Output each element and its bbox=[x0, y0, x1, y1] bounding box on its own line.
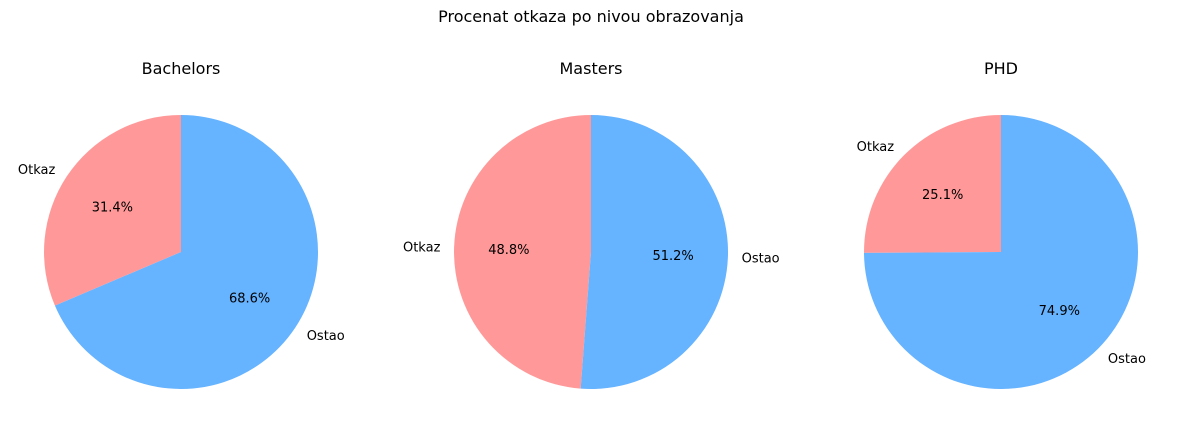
pie-slice-otkaz bbox=[863, 115, 1001, 253]
pie-category-label: Otkaz bbox=[18, 163, 56, 178]
pie-percent-label: 48.8% bbox=[488, 243, 529, 258]
pie-percent-label: 74.9% bbox=[1039, 304, 1080, 319]
pie-category-label: Ostao bbox=[742, 252, 780, 267]
pie-percent-label: 25.1% bbox=[922, 188, 963, 203]
pie-percent-label: 51.2% bbox=[652, 249, 693, 264]
pie-category-label: Otkaz bbox=[857, 140, 895, 155]
pie-title: PHD bbox=[984, 59, 1018, 78]
pie-slice-otkaz bbox=[454, 115, 591, 389]
pie-category-label: Ostao bbox=[1108, 352, 1146, 367]
pie-category-label: Ostao bbox=[307, 329, 345, 344]
pie-title: Masters bbox=[560, 59, 623, 78]
pie-category-label: Otkaz bbox=[403, 240, 441, 255]
pie-percent-label: 31.4% bbox=[92, 201, 133, 216]
pie-slice-ostao bbox=[864, 115, 1138, 389]
pie-chart-masters: Masters 48.8% Otkaz 51.2% Ostao bbox=[403, 59, 780, 389]
figure-title: Procenat otkaza po nivou obrazovanja bbox=[438, 7, 744, 26]
pie-percent-label: 68.6% bbox=[229, 291, 270, 306]
pie-slice-otkaz bbox=[44, 115, 181, 306]
pie-slice-ostao bbox=[54, 114, 319, 389]
pie-slice-ostao bbox=[580, 115, 729, 389]
pie-chart-bachelors: Bachelors 31.4% Otkaz 68.6% Ostao bbox=[18, 59, 345, 389]
pie-chart-phd: PHD 25.1% Otkaz 74.9% Ostao bbox=[857, 59, 1146, 389]
pie-title: Bachelors bbox=[142, 59, 221, 78]
